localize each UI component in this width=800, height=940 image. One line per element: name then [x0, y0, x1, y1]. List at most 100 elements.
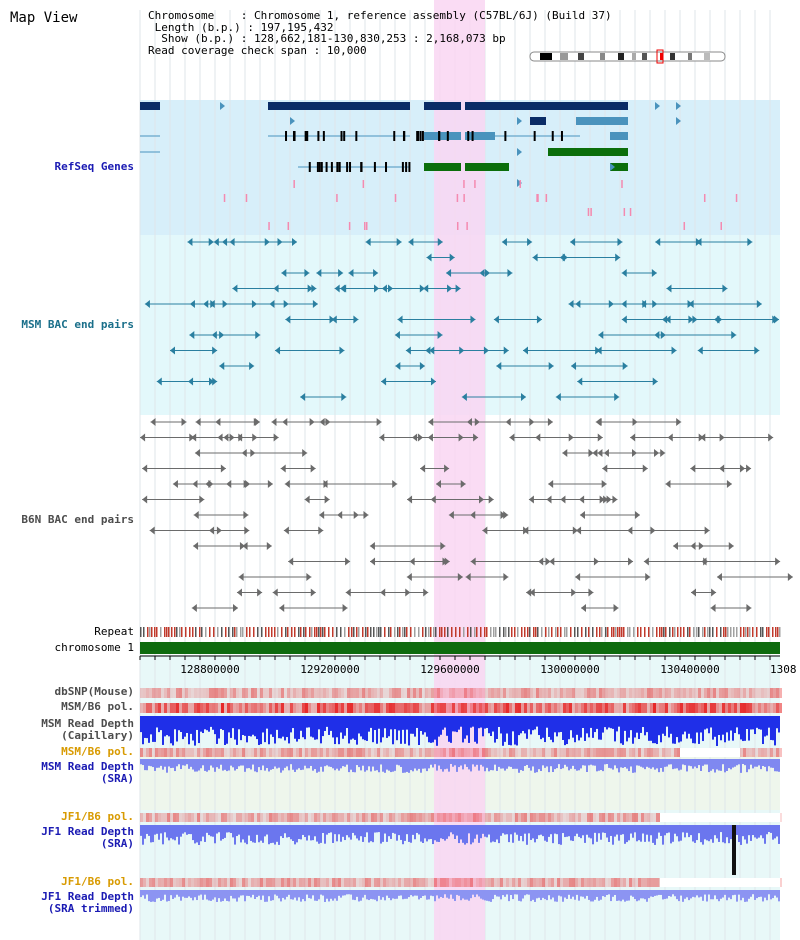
read-depth-bar — [226, 890, 228, 901]
read-depth-bar — [750, 716, 752, 730]
msm-bac-pair-end — [365, 238, 371, 246]
polymorphism-cell — [719, 688, 722, 698]
polymorphism-cell — [650, 688, 653, 698]
polymorphism-cell — [542, 703, 545, 713]
polymorphism-cell — [347, 688, 350, 698]
polymorphism-cell — [260, 878, 263, 887]
read-depth-bar — [520, 716, 522, 734]
refseq-gene — [424, 163, 461, 171]
label-b6n-bac[interactable]: B6N BAC end pairs — [21, 513, 134, 526]
read-depth-bar — [442, 890, 444, 898]
polymorphism-cell — [671, 748, 674, 757]
read-depth-bar — [762, 825, 764, 839]
read-depth-bar — [348, 716, 350, 744]
b6n-bac-pair-end — [191, 604, 197, 612]
polymorphism-cell — [593, 748, 596, 757]
read-depth-bar — [620, 890, 622, 902]
read-depth-bar — [700, 890, 702, 897]
polymorphism-cell — [395, 703, 398, 713]
polymorphism-cell — [221, 703, 224, 713]
read-depth-bar — [536, 759, 538, 773]
read-depth-bar — [222, 825, 224, 840]
polymorphism-cell — [590, 688, 593, 698]
read-depth-bar — [434, 716, 436, 740]
b6n-bac-pair-end — [257, 588, 263, 597]
read-depth-bar — [208, 825, 210, 836]
polymorphism-cell — [632, 878, 635, 887]
read-depth-bar — [452, 759, 454, 767]
polymorphism-cell — [761, 688, 764, 698]
label-refseq-genes[interactable]: RefSeq Genes — [54, 160, 134, 173]
repeat-mark — [527, 627, 529, 637]
refseq-exon — [336, 162, 339, 172]
refseq-tick — [456, 222, 459, 230]
polymorphism-cell — [374, 748, 377, 757]
polymorphism-cell — [362, 703, 365, 713]
read-depth-bar — [672, 825, 674, 842]
refseq-exon — [338, 162, 341, 172]
read-depth-bar — [666, 716, 668, 727]
polymorphism-cell — [656, 813, 659, 822]
polymorphism-cell — [440, 748, 443, 757]
repeat-mark — [433, 627, 435, 637]
repeat-mark — [373, 627, 375, 637]
polymorphism-cell — [452, 688, 455, 698]
refseq-gene — [548, 148, 628, 156]
polymorphism-cell — [170, 688, 173, 698]
read-depth-bar — [656, 890, 658, 896]
polymorphism-cell — [323, 748, 326, 757]
polymorphism-cell — [140, 878, 143, 887]
label-msm-bac[interactable]: MSM BAC end pairs — [21, 318, 134, 331]
read-depth-bar — [668, 759, 670, 765]
repeat-mark — [720, 627, 722, 637]
read-depth-bar — [532, 890, 534, 900]
polymorphism-cell — [662, 703, 665, 713]
polymorphism-cell — [431, 688, 434, 698]
repeat-mark — [179, 627, 181, 637]
read-depth-bar — [334, 825, 336, 835]
polymorphism-cell — [773, 688, 776, 698]
repeat-mark — [428, 627, 430, 637]
read-depth-bar — [304, 716, 306, 740]
read-depth-bar — [732, 716, 734, 741]
read-depth-bar — [330, 890, 332, 899]
b6n-bac-pair-end — [568, 433, 574, 442]
read-depth-bar — [170, 716, 172, 744]
read-depth-bar — [578, 759, 580, 771]
polymorphism-cell — [209, 703, 212, 713]
read-depth-bar — [292, 825, 294, 841]
read-depth-bar — [384, 890, 386, 901]
label-jf1-b6-pol-2: JF1/B6 pol. — [61, 875, 134, 888]
read-depth-bar — [224, 759, 226, 770]
read-depth-bar — [618, 716, 620, 727]
polymorphism-cell — [215, 688, 218, 698]
read-depth-bar — [484, 716, 486, 729]
read-depth-bar — [314, 890, 316, 901]
read-depth-bar — [602, 890, 604, 897]
polymorphism-cell — [674, 703, 677, 713]
read-depth-bar — [640, 890, 642, 899]
read-depth-bar — [554, 716, 556, 733]
b6n-bac-pair-end — [319, 511, 325, 519]
repeat-mark — [344, 627, 346, 637]
read-depth-bar — [746, 759, 748, 773]
polymorphism-cell — [275, 703, 278, 713]
polymorphism-cell — [329, 813, 332, 822]
read-depth-bar — [228, 890, 230, 902]
polymorphism-cell — [326, 703, 329, 713]
read-depth-bar — [204, 825, 206, 842]
b6n-bac-pair-end — [325, 418, 331, 426]
msm-bac-pair-end — [666, 284, 672, 293]
polymorphism-cell — [731, 688, 734, 698]
label-msm-depth-sra-sub: (SRA) — [100, 772, 134, 785]
polymorphism-cell — [548, 813, 551, 822]
polymorphism-cell — [140, 703, 143, 713]
polymorphism-cell — [482, 878, 485, 887]
polymorphism-cell — [215, 703, 218, 713]
read-depth-bar — [474, 825, 476, 839]
read-depth-bar — [478, 759, 480, 771]
polymorphism-cell — [473, 748, 476, 757]
read-depth-bar — [364, 825, 366, 838]
chromosome-bar — [140, 642, 780, 654]
